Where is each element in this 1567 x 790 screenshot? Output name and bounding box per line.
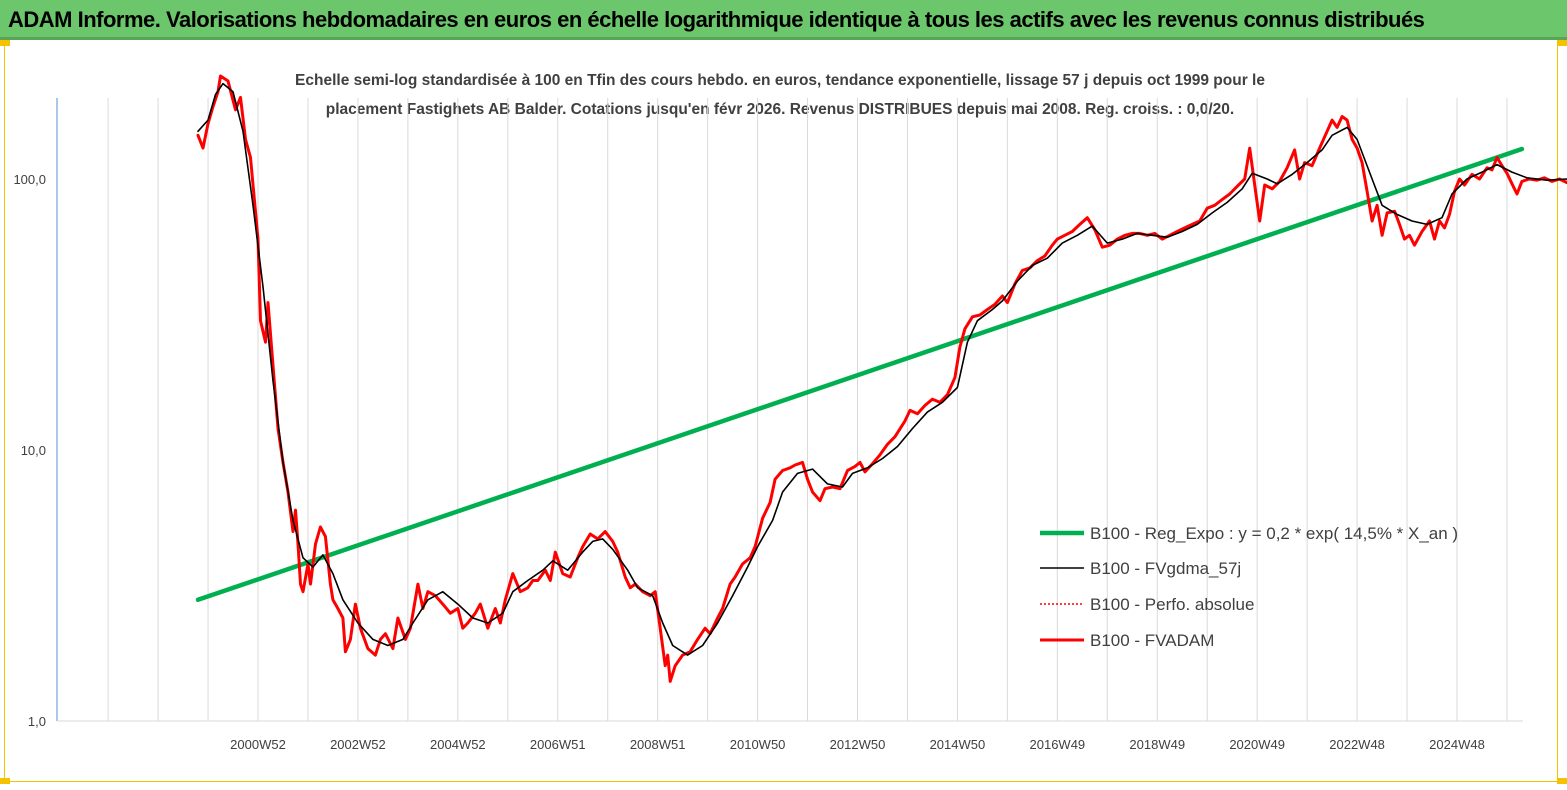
subtitle-line-1: Echelle semi-log standardisée à 100 en T…: [295, 72, 1265, 89]
chart: Echelle semi-log standardisée à 100 en T…: [13, 72, 1567, 752]
x-tick-label: 2012W50: [830, 737, 886, 752]
x-tick-label: 2000W52: [230, 737, 286, 752]
corner-marker: [0, 40, 10, 46]
grid-lines: [107, 98, 1508, 721]
y-tick-label: 1,0: [28, 714, 46, 729]
series-line-fvadam: [196, 74, 1567, 683]
chart-frame: [4, 44, 1558, 782]
corner-marker: [1557, 40, 1567, 46]
x-tick-labels: 2000W52 2002W52 2004W52 2006W51 2008W51 2010W…: [230, 737, 1485, 752]
x-tick-label: 2008W51: [630, 737, 686, 752]
legend-label-regression: B100 - Reg_Expo : y = 0,2 * exp( 14,5% *…: [1090, 524, 1458, 543]
series-group: [195, 74, 1567, 683]
title-banner: ADAM Informe. Valorisations hebdomadaire…: [0, 0, 1567, 40]
series-line-smoothed: [197, 82, 1567, 656]
chart-subtitle: Echelle semi-log standardisée à 100 en T…: [295, 72, 1265, 118]
x-tick-label: 2020W49: [1229, 737, 1285, 752]
legend: B100 - Reg_Expo : y = 0,2 * exp( 14,5% *…: [1040, 524, 1458, 650]
x-tick-label: 2018W49: [1129, 737, 1185, 752]
legend-label-absolute: B100 - Perfo. absolue: [1090, 595, 1254, 614]
legend-label-smoothed: B100 - FVgdma_57j: [1090, 559, 1241, 578]
x-tick-label: 2010W50: [730, 737, 786, 752]
legend-label-fvadam: B100 - FVADAM: [1090, 631, 1214, 650]
x-tick-label: 2006W51: [530, 737, 586, 752]
y-tick-labels: 1,0 10,0 100,0: [13, 172, 46, 729]
y-tick-label: 100,0: [13, 172, 46, 187]
subtitle-line-2: placement Fastighets AB Balder. Cotation…: [326, 101, 1234, 118]
x-tick-label: 2024W48: [1429, 737, 1485, 752]
x-tick-label: 2004W52: [430, 737, 486, 752]
x-tick-label: 2002W52: [330, 737, 386, 752]
page-title: ADAM Informe. Valorisations hebdomadaire…: [8, 7, 1425, 32]
x-tick-label: 2016W49: [1030, 737, 1086, 752]
corner-marker: [1557, 778, 1567, 784]
y-tick-label: 10,0: [21, 443, 46, 458]
series-line-regression: [195, 146, 1525, 603]
x-tick-label: 2014W50: [930, 737, 986, 752]
x-tick-label: 2022W48: [1329, 737, 1385, 752]
